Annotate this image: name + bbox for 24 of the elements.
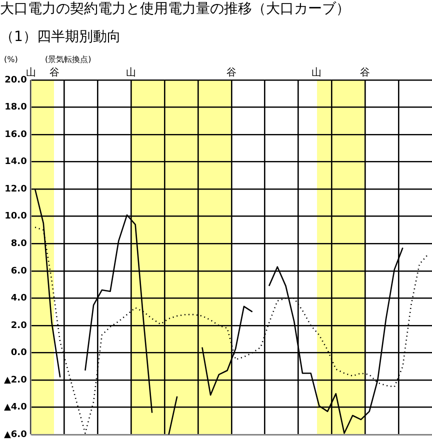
- y-tick-label: 20.0: [4, 75, 27, 86]
- y-tick-label: 2.0: [10, 320, 27, 331]
- text: (景気転換点): [45, 55, 92, 64]
- y-tick-label: 16.0: [4, 130, 27, 140]
- text: 山: [126, 66, 136, 79]
- y-tick-label: 0.0: [10, 348, 27, 358]
- y-tick-label: 14.0: [4, 157, 27, 168]
- text: 谷: [49, 66, 60, 79]
- y-tick-label: 8.0: [10, 239, 27, 250]
- y-tick-label: 4.0: [10, 294, 27, 304]
- y-tick-label: ▲6.0: [4, 430, 27, 440]
- text: 谷: [360, 66, 370, 79]
- y-tick-label: ▲4.0: [4, 402, 27, 413]
- y-tick-label: 6.0: [10, 266, 27, 276]
- chart-title: 大口電力の契約電力と使用電力量の推移（大口カーブ）: [0, 0, 350, 18]
- y-axis-title: (%): [4, 55, 18, 64]
- text: 山: [312, 66, 322, 79]
- y-tick-label: 18.0: [4, 102, 27, 113]
- text: 山: [26, 66, 36, 79]
- y-tick-label: 12.0: [4, 184, 27, 194]
- chart-subtitle: （1）四半期別動向: [0, 28, 121, 46]
- y-tick-label: ▲2.0: [4, 375, 27, 386]
- y-tick-label: 10.0: [4, 212, 27, 222]
- text: 谷: [226, 66, 236, 79]
